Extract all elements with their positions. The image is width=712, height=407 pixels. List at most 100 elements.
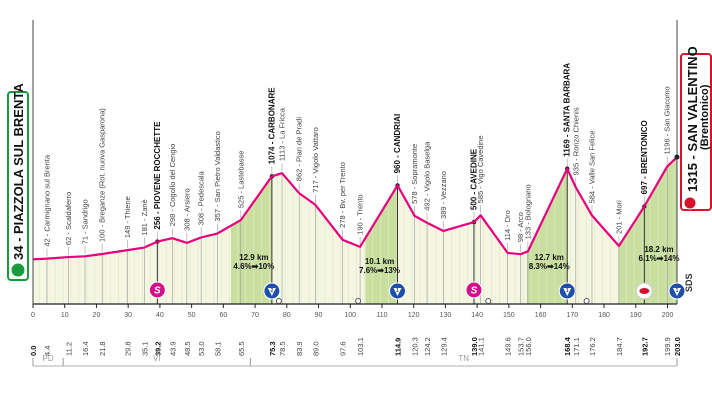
waypoint-label: 256 - PIOVENE ROCCHETTE xyxy=(153,121,162,230)
sprint-icon xyxy=(465,281,483,299)
climb-gradient: 7.6%➡13% xyxy=(359,266,400,275)
sprint-letter: S xyxy=(471,286,478,297)
km-label: 199.9 xyxy=(663,337,672,356)
x-tick-label: 20 xyxy=(93,312,101,319)
km-label: 171.1 xyxy=(572,337,581,356)
waypoint-label: 42 - Carmignano sul Brenta xyxy=(42,154,51,247)
x-tick-label: 60 xyxy=(219,312,227,319)
x-tick-label: 80 xyxy=(283,312,291,319)
kom-triangle-icon xyxy=(673,288,681,296)
x-tick-label: 150 xyxy=(503,312,515,319)
waypoint-label: 133 - Bolognano xyxy=(523,184,532,239)
waypoint-label: 389 - Vezzano xyxy=(439,171,448,219)
km-label: 39.2 xyxy=(153,341,162,356)
km-label: 0.0 xyxy=(29,346,38,356)
waypoint-label: 935 - Ronzo Chienis xyxy=(571,107,580,175)
kom-category: 1 xyxy=(396,288,399,294)
waypoint-label: 862 - Pian de Pradi xyxy=(295,117,304,182)
waypoint-label: 308 - Arsiero xyxy=(182,188,191,231)
km-label: 168.4 xyxy=(563,336,572,356)
climb-gradient: 4.6%➡10% xyxy=(233,262,274,271)
x-tick-label: 50 xyxy=(188,312,196,319)
climb-length: 12.9 km xyxy=(239,253,268,262)
climb-length: 18.2 km xyxy=(644,245,673,254)
km-label: 58.1 xyxy=(213,341,222,356)
waypoint-label: 492 - Vigolo Baselga xyxy=(423,141,432,211)
waypoint-label: 717 - Vigolo Vattaro xyxy=(311,127,320,193)
waypoint-label: 357 - San Pietro Valdastico xyxy=(213,131,222,221)
kom-triangle-icon xyxy=(393,288,402,296)
km-label: 149.6 xyxy=(504,337,513,356)
waypoint-label: 1113 - La Fricca xyxy=(278,107,287,161)
km-label: 43.9 xyxy=(168,341,177,356)
x-tick-label: 190 xyxy=(630,312,642,319)
finish-label: 1315 - SAN VALENTINO xyxy=(685,46,700,192)
province-label: VI xyxy=(153,354,161,363)
km-label: 53.0 xyxy=(197,341,206,356)
waypoint-label: 1196 - San Giacomo xyxy=(663,86,672,154)
waypoint-label: 697 - BRENTONICO xyxy=(640,120,649,194)
sprint-letter: S xyxy=(154,286,161,297)
km-label: 75.3 xyxy=(268,341,277,356)
x-tick-label: 140 xyxy=(471,312,483,319)
km-label: 29.8 xyxy=(124,341,133,356)
kom-category: 2 xyxy=(270,288,273,294)
finish-sublabel: (Brentonico) xyxy=(699,84,711,150)
waypoint-label: 98 - Arco xyxy=(516,212,525,242)
x-tick-label: 90 xyxy=(315,312,323,319)
km-label: 48.5 xyxy=(183,341,192,356)
kom-category: 1 xyxy=(676,288,679,294)
waypoint-label: 62 - Scaldaferro xyxy=(64,192,73,245)
waypoint-label: 584 - Valle San Felice xyxy=(587,131,596,204)
km-label: 203.0 xyxy=(673,337,682,356)
waypoint-label: 1074 - CARBONARE xyxy=(267,87,276,165)
climb-fill-3 xyxy=(619,157,677,304)
km-label: 103.1 xyxy=(356,337,365,356)
waypoint-label: 149 - Thiene xyxy=(123,196,132,238)
km-label: 78.5 xyxy=(278,341,287,356)
km-label: 176.2 xyxy=(588,337,597,356)
start-box xyxy=(7,91,29,281)
climb-gradient: 8.3%➡14% xyxy=(529,262,570,271)
waypoint-label: 278 - Bv. per Trento xyxy=(338,162,347,228)
kom-category: 1 xyxy=(566,288,569,294)
km-label: 192.7 xyxy=(640,337,649,356)
km-label: 184.7 xyxy=(615,337,624,356)
waypoint-label: 578 - Sopramonte xyxy=(410,144,419,204)
climb-length: 12.7 km xyxy=(535,253,564,262)
finish-box xyxy=(680,53,712,211)
waypoint-label: 298 - Cogollo del Cengio xyxy=(168,144,177,227)
waypoint-label: 181 - Zanè xyxy=(140,199,149,235)
x-tick-label: 70 xyxy=(251,312,259,319)
waypoint-label: 525 - Lastebasse xyxy=(236,151,245,209)
x-tick-label: 170 xyxy=(566,312,578,319)
km-label: 83.9 xyxy=(295,341,304,356)
sprint-icon xyxy=(148,281,166,299)
kom-triangle-icon xyxy=(267,288,276,296)
x-tick-label: 100 xyxy=(344,312,356,319)
km-label: 65.5 xyxy=(237,341,246,356)
sds-label: SDS xyxy=(684,273,694,292)
x-tick-label: 120 xyxy=(408,312,420,319)
km-label: 97.6 xyxy=(339,341,348,356)
profile-line xyxy=(32,156,678,261)
km-label: 21.8 xyxy=(98,341,107,356)
km-label: 120.3 xyxy=(411,337,420,356)
waypoint-label: 114 - Dro xyxy=(503,210,512,241)
x-tick-label: 110 xyxy=(376,312,387,319)
km-label: 114.9 xyxy=(394,338,403,356)
finish-icon xyxy=(683,196,697,210)
km-label: 141.1 xyxy=(477,337,486,356)
feed-zone-icon xyxy=(355,298,362,304)
start-label: 34 - PIAZZOLA SUL BRENTA xyxy=(11,83,26,260)
waypoint-label: 71 - Sandrigo xyxy=(81,199,90,244)
climb-fill-1 xyxy=(365,185,398,304)
km-label: 35.1 xyxy=(140,341,149,356)
km-label: 129.4 xyxy=(440,337,449,356)
waypoint-label: 100 - Breganze (Rot. nuova Gasparona) xyxy=(98,108,107,242)
x-tick-label: 0 xyxy=(31,312,35,319)
waypoint-label: 1169 - SANTA BARBARA xyxy=(563,63,572,157)
x-tick-label: 180 xyxy=(598,312,610,319)
province-label: PD xyxy=(43,354,54,363)
